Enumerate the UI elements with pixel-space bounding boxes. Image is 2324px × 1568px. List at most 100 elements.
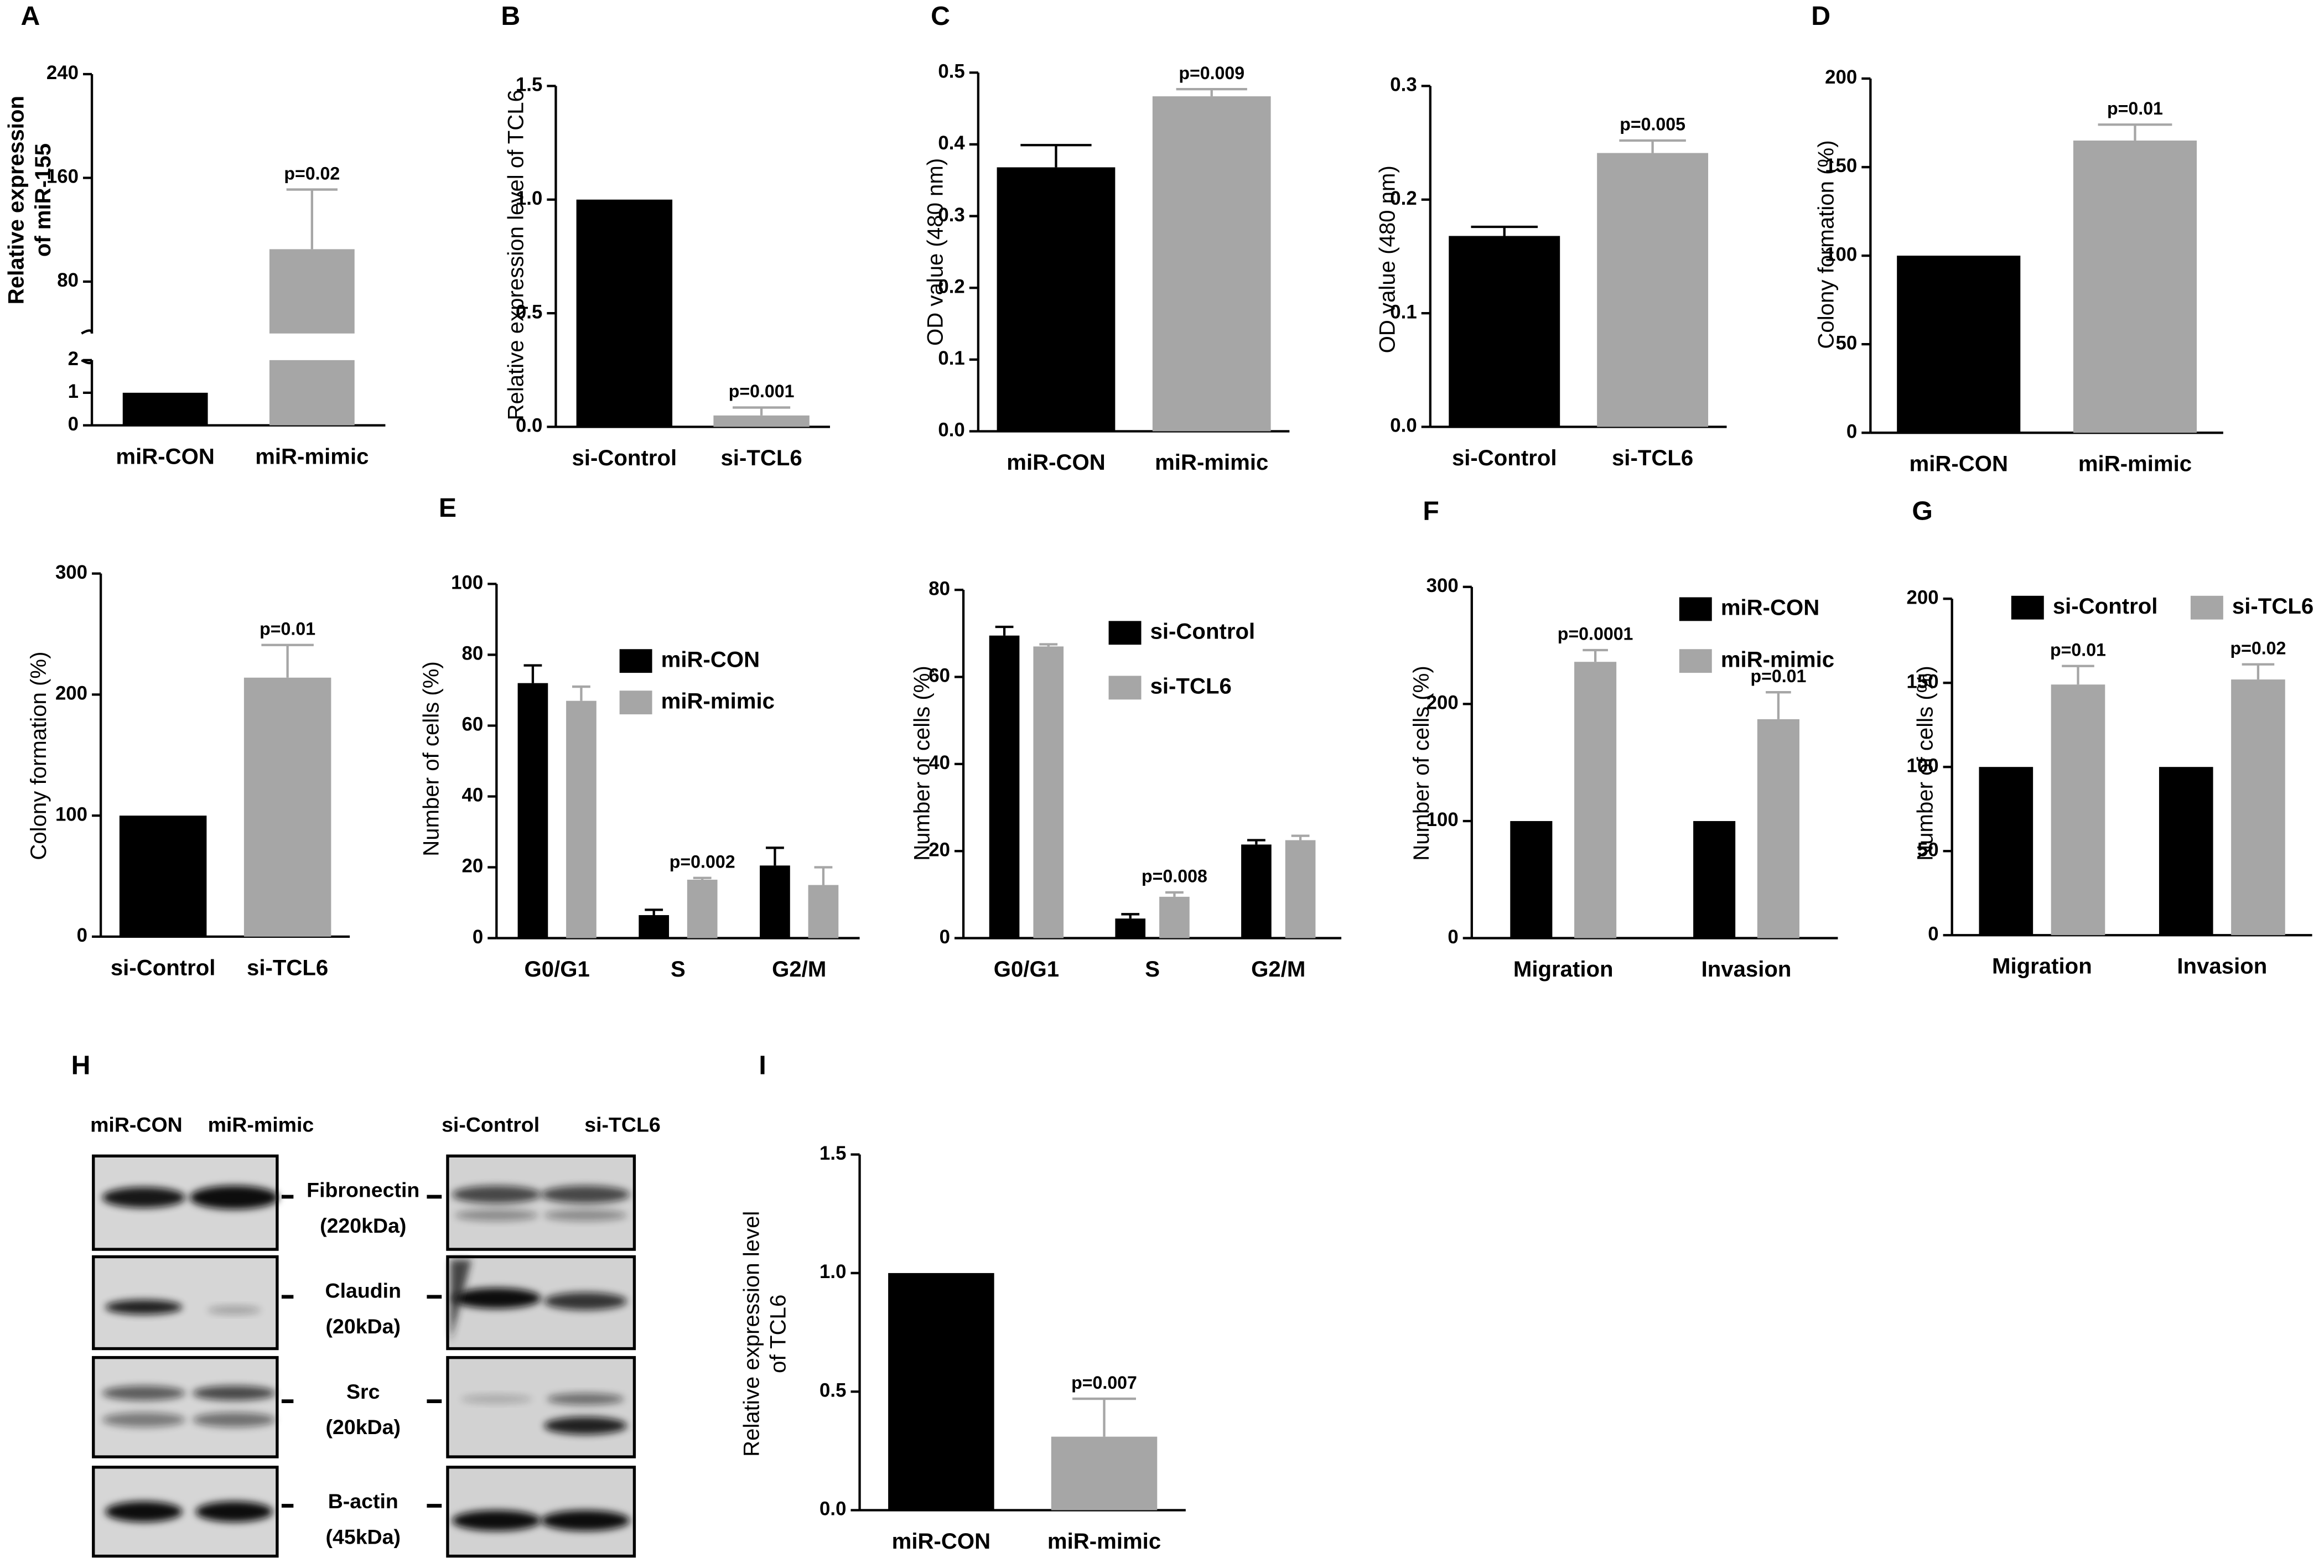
protein-band [452, 1510, 541, 1531]
protein-name: B-actin [328, 1489, 398, 1513]
panel-letter: F [1423, 496, 1439, 526]
y-tick-label: 100 [55, 803, 87, 825]
y-tick-label: 200 [1906, 586, 1938, 608]
panel-letter: A [21, 1, 40, 31]
bar [1115, 918, 1146, 938]
bar [119, 816, 207, 937]
x-tick-label: G2/M [772, 957, 826, 982]
legend-label: miR-mimic [661, 688, 775, 713]
y-axis-label: Colony formation (%) [26, 652, 51, 860]
blot-frame [92, 1255, 279, 1351]
blot-frame [92, 1356, 279, 1458]
y-tick-label: 60 [461, 714, 483, 735]
bar [2051, 684, 2105, 936]
y-axis-label: Relative expression level of TCL6 [503, 90, 528, 420]
protein-size: (20kDa) [326, 1315, 401, 1338]
error-bar [2062, 664, 2094, 685]
y-tick-label: 80 [928, 578, 950, 599]
p-value-label: p=0.01 [1750, 666, 1806, 686]
y-axis-label: Number of cells (%) [1409, 666, 1434, 861]
x-tick-label: miR-CON [1007, 450, 1105, 475]
p-value-label: p=0.002 [670, 852, 735, 871]
y-tick-label: 0.3 [938, 204, 964, 226]
x-tick-label: miR-mimic [2078, 451, 2192, 476]
protein-band [455, 1209, 538, 1222]
y-tick-label: 0.0 [516, 415, 542, 437]
error-bar [286, 188, 338, 250]
p-value-label: p=0.007 [1071, 1373, 1137, 1393]
bar [1693, 821, 1736, 938]
bar [1051, 1436, 1158, 1510]
y-tick-label: 40 [461, 785, 483, 806]
panel-letter: I [759, 1050, 766, 1080]
lane-label: miR-mimic [208, 1113, 314, 1136]
error-bar [1020, 144, 1092, 168]
x-tick-label: miR-CON [116, 444, 214, 469]
bar [1979, 767, 2034, 936]
x-tick-label: G0/G1 [525, 957, 590, 982]
bar [1159, 896, 1190, 938]
y-tick-label: 40 [928, 752, 950, 773]
legend-swatch [1679, 649, 1712, 673]
bar [566, 700, 596, 938]
y-tick-label: 50 [1917, 839, 1939, 860]
legend-swatch [619, 649, 652, 673]
legend-label: miR-mimic [1721, 647, 1834, 672]
bar [687, 879, 718, 938]
lane-label: si-Control [442, 1113, 540, 1136]
bar [760, 865, 790, 938]
y-tick-label: 0.1 [1390, 301, 1417, 323]
bar [1597, 153, 1709, 427]
y-tick-label: 0.3 [1390, 74, 1417, 96]
x-tick-label: G0/G1 [994, 957, 1059, 982]
p-value-label: p=0.01 [2107, 98, 2163, 118]
protein-band [193, 1412, 276, 1427]
lane-label: si-TCL6 [584, 1113, 661, 1136]
error-bar [572, 685, 590, 701]
p-value-label: p=0.001 [729, 381, 795, 401]
p-value-label: p=0.008 [1142, 866, 1207, 886]
panel-letter: G [1912, 496, 1933, 526]
blot-frame [446, 1356, 636, 1458]
bar [269, 249, 355, 425]
x-tick-label: si-Control [111, 955, 216, 980]
y-tick-label: 100 [451, 572, 483, 594]
legend-label: si-Control [2053, 594, 2158, 619]
y-tick-label: 240 [46, 62, 79, 84]
bar [1241, 844, 1272, 938]
legend-swatch [619, 690, 652, 715]
y-axis-label: Number of cells (%) [1913, 666, 1938, 861]
protein-size: (220kDa) [320, 1214, 406, 1237]
x-tick-label: si-Control [572, 445, 677, 470]
bar [713, 415, 810, 427]
x-tick-label: G2/M [1251, 957, 1305, 982]
y-tick-label: 0 [1846, 420, 1857, 442]
y-tick-label: 80 [57, 269, 79, 291]
y-tick-label: 0.0 [1390, 415, 1417, 437]
bar [2231, 679, 2285, 936]
protein-band [102, 1187, 185, 1208]
protein-band [461, 1394, 532, 1404]
bar [1449, 236, 1560, 427]
error-bar [693, 876, 712, 880]
protein-band [208, 1305, 261, 1315]
y-axis-label: of TCL6 [766, 1295, 791, 1373]
error-bar [1291, 834, 1310, 840]
panel-letter: D [1811, 1, 1830, 31]
x-tick-label: Invasion [2177, 954, 2267, 979]
error-bar [1471, 225, 1538, 236]
protein-band [189, 1185, 279, 1209]
y-axis-label: Relative expression [4, 96, 29, 304]
error-bar [1072, 1397, 1136, 1437]
protein-name: Src [346, 1380, 380, 1403]
protein-band [102, 1412, 185, 1427]
error-bar [1583, 648, 1608, 662]
x-tick-label: Invasion [1702, 957, 1792, 982]
y-tick-label: 1.0 [819, 1261, 846, 1283]
error-bar [814, 866, 833, 885]
p-value-label: p=0.01 [260, 619, 315, 638]
y-axis-label: Number of cells (%) [419, 661, 444, 856]
bar [517, 683, 548, 938]
y-tick-label: 160 [46, 166, 79, 188]
